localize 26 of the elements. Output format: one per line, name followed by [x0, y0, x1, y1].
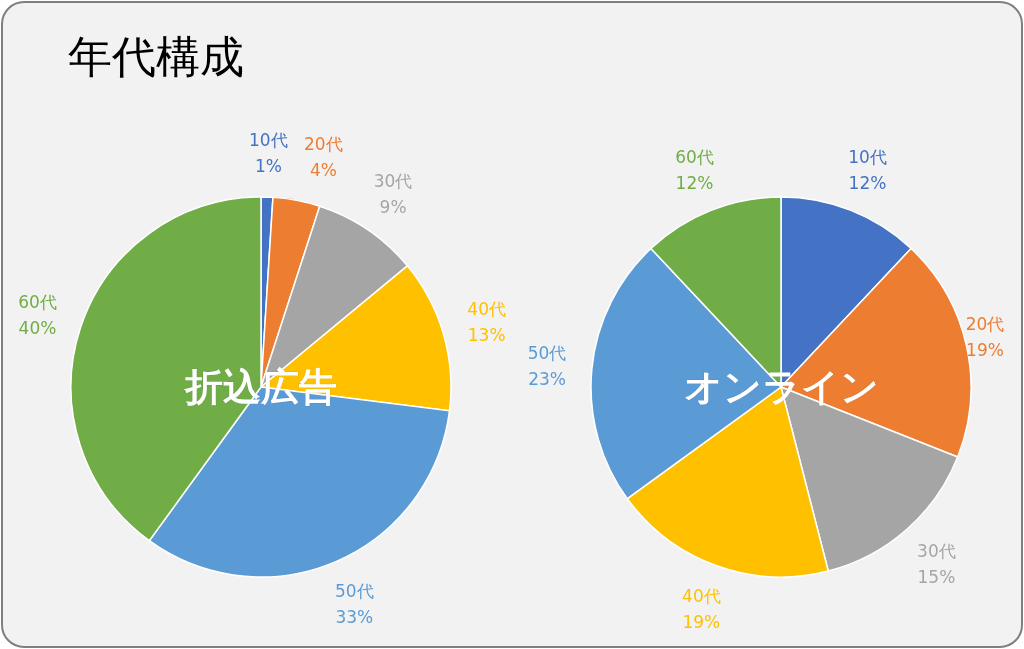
- slice-label: 10代: [249, 130, 288, 151]
- data-label: 19%: [682, 612, 721, 633]
- text: 年代構成: [68, 31, 244, 82]
- slice-label: 20代: [965, 313, 1005, 334]
- slice-label: 50代: [335, 580, 374, 601]
- data-label: 1%: [254, 156, 282, 177]
- data-label: 13%: [467, 325, 506, 346]
- data-label: 4%: [309, 160, 337, 181]
- data-label: 23%: [528, 368, 566, 389]
- data-label: 9%: [379, 196, 407, 217]
- slice-label: 30代: [917, 541, 956, 562]
- slice-label: 50代: [527, 342, 567, 363]
- text: オンライン: [683, 365, 879, 409]
- slice-label: 20代: [304, 134, 343, 155]
- data-label: 15%: [917, 567, 956, 588]
- slice-label: 40代: [467, 299, 506, 320]
- data-label: 40%: [18, 318, 57, 339]
- slice-label: 10代: [848, 146, 887, 167]
- slice-label: 40代: [682, 586, 721, 607]
- slice-label: 30代: [373, 170, 413, 191]
- slice-label: 60代: [18, 292, 57, 313]
- slice-label: 60代: [675, 146, 714, 167]
- data-label: 33%: [335, 606, 374, 627]
- data-label: 12%: [848, 172, 887, 193]
- data-label: 19%: [966, 339, 1004, 360]
- data-label: 12%: [675, 172, 714, 193]
